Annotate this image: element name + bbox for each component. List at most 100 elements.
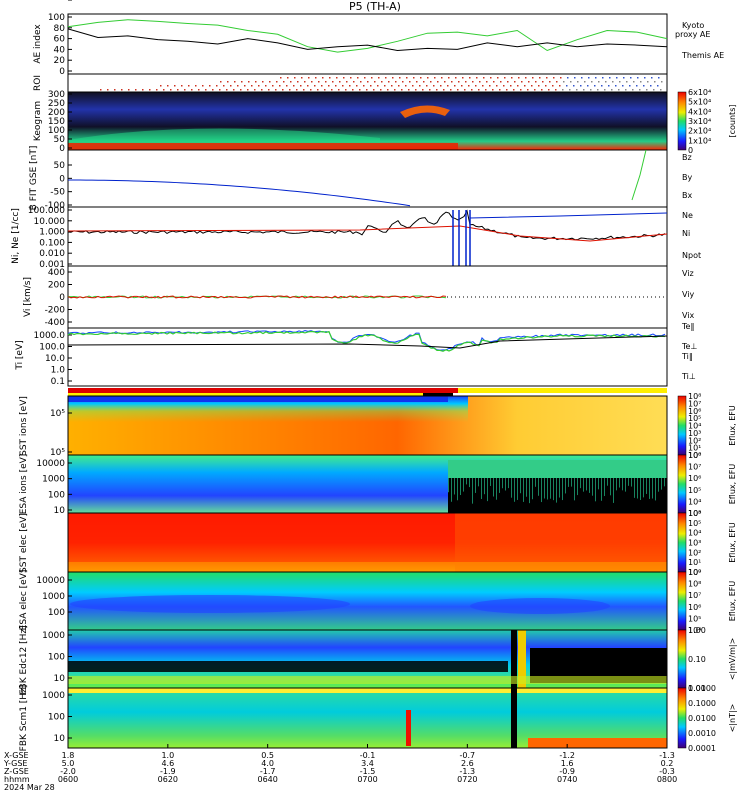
esa-ion-noise-bar [547,478,548,500]
roi-dot [541,89,543,91]
x-tick-label: 3.4 [361,759,374,768]
roi-dot [598,81,600,83]
esa-ion-noise-bar [511,478,512,498]
colorbar-tick-label: 10⁴ [688,422,701,431]
roi-dot [580,85,582,87]
roi-dot [528,81,530,83]
roi-dot [524,85,526,87]
fbk-b-gap [511,688,517,748]
x-tick-label: -0.1 [360,751,376,760]
roi-dot [167,85,169,87]
roi-dots [100,77,663,91]
roi-dot [300,85,302,87]
roi-dot [427,77,429,79]
esa-ion-noise-bar [589,478,590,493]
roi-dot [549,81,551,83]
roi-dot [212,89,214,91]
sst-ion-top-band [68,396,448,402]
y-tick-label: 100 [48,653,65,663]
y-tick-label: 300 [48,90,65,100]
legend-vix: Vix [682,311,695,320]
legend-kyoto: Kyoto [682,21,704,30]
colorbar-tick-label: 10⁶ [688,603,701,612]
y-tick-label: 400 [48,268,65,278]
roi-dot [562,89,564,91]
esa-elec-ylabel: ESA elec [eV] [19,570,29,631]
esa-ion-noise-bar [481,478,482,500]
roi-dot [430,81,432,83]
roi-dot [464,89,466,91]
roi-dot [448,77,450,79]
roi-dot [653,89,655,91]
esa-ion-noise-bar [643,478,644,498]
roi-dot [328,85,330,87]
colorbar-tick-label: 10⁷ [688,399,701,408]
roi-dot [583,89,585,91]
roi-dot [507,81,509,83]
x-tick-label: -1.3 [659,751,675,760]
mode-bar-lower [68,393,423,396]
roi-dot [350,77,352,79]
esa-ion-noise-bar [613,478,614,503]
roi-dot [269,81,271,83]
esa-ion-noise-bar [478,478,479,487]
esa-ion-noise-bar [664,478,665,487]
roi-dot [584,81,586,83]
roi-dot [195,85,197,87]
roi-dot [538,85,540,87]
x-tick-label: 2.6 [461,759,474,768]
esa-ion-noise-bar [529,478,530,504]
fbk-b-low-band [528,738,667,748]
roi-dot [395,81,397,83]
roi-dot [556,81,558,83]
roi-dot [647,81,649,83]
colorbar-tick-label: 10⁹ [688,568,701,577]
x-tick-label: -0.3 [659,767,675,776]
roi-dot [462,77,464,79]
esa-elec-colorbar [677,571,687,631]
roi-dot [616,77,618,79]
roi-dot [205,89,207,91]
esa-ion-noise-bar [553,478,554,501]
y-tick-label: 200 [48,108,65,118]
roi-dot [234,81,236,83]
x-tick-label: 0.5 [261,751,274,760]
roi-dot [426,85,428,87]
y-tick-label: 10⁵ [50,448,65,458]
esa-ion-high-energy [448,460,667,478]
roi-dot [241,81,243,83]
roi-dot [406,77,408,79]
roi-dot [471,89,473,91]
roi-dot [441,77,443,79]
roi-dot [279,85,281,87]
esa-ion-noise-bar [559,478,560,498]
y-tick-label: 10 [54,506,66,516]
y-tick-label: 100 [48,608,65,618]
roi-dot [511,77,513,79]
roi-dot [559,85,561,87]
roi-dot [181,85,183,87]
roi-dot [188,85,190,87]
roi-dot [518,77,520,79]
keogram-bottom-band [68,143,458,150]
x-tick-label: -1.2 [559,751,575,760]
esa-ion-noise-bar [532,478,533,500]
mode-bar-fast [458,388,667,393]
esa-ion-noise-bar [631,478,632,487]
colorbar-label: <|mV/m|> [728,638,737,681]
roi-dot [283,81,285,83]
x-tick-label: 1.8 [62,751,75,760]
roi-dot [605,81,607,83]
roi-dot [331,89,333,91]
y-tick-label: 40 [54,45,66,55]
colorbar-tick-label: 0.1000 [688,699,716,708]
y-tick-label: 10000 [36,459,65,469]
roi-dot [342,85,344,87]
esa-ion-noise-bar [586,478,587,491]
x-tick-label: 0620 [158,775,178,784]
esa-elec-blob-2 [470,598,610,614]
roi-dot [374,81,376,83]
esa-ion-noise-bar [538,478,539,496]
roi-dot [499,89,501,91]
roi-dot [311,81,313,83]
